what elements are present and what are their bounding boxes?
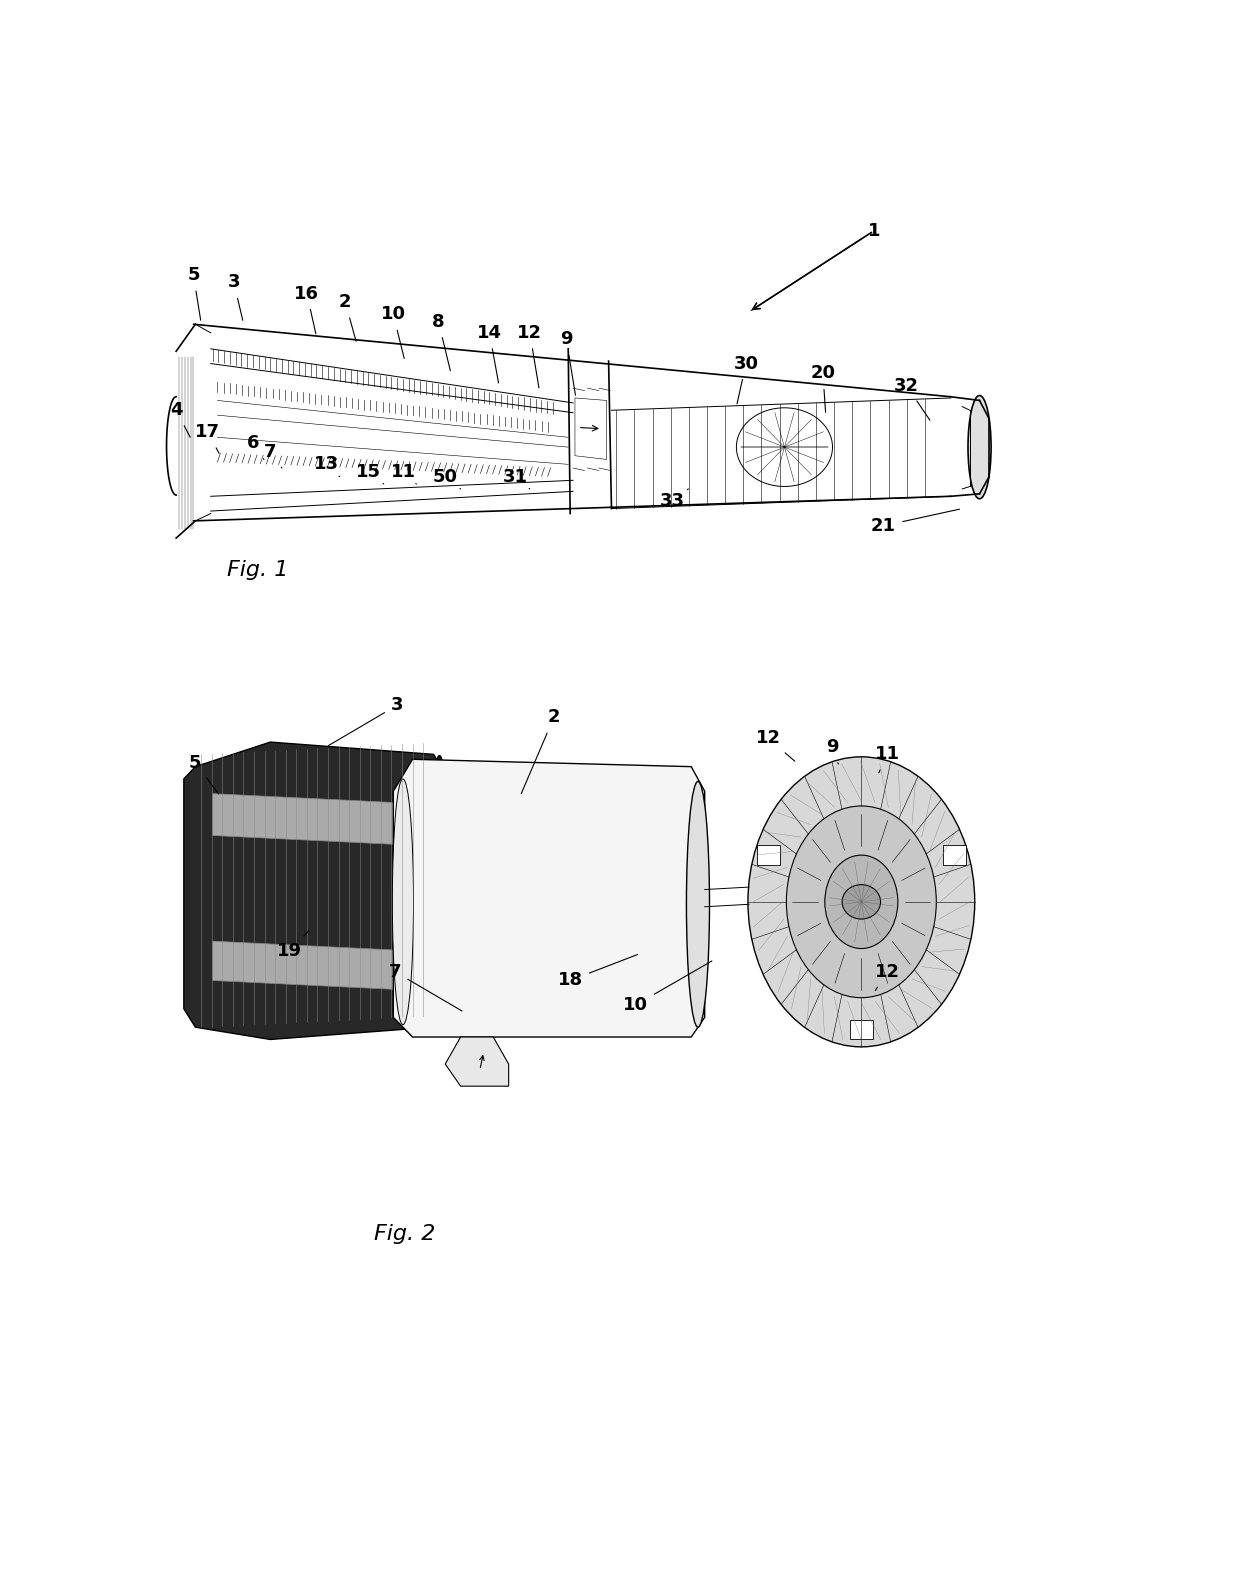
Text: 2: 2: [521, 709, 560, 793]
Text: 15: 15: [356, 463, 383, 484]
Text: 9: 9: [560, 330, 575, 396]
Text: 19: 19: [277, 930, 309, 959]
Text: 12: 12: [517, 324, 542, 388]
Text: 12: 12: [874, 962, 900, 991]
Polygon shape: [445, 1037, 508, 1087]
Text: 11: 11: [391, 463, 417, 484]
Ellipse shape: [842, 884, 880, 919]
Ellipse shape: [687, 782, 709, 1028]
Text: 7: 7: [264, 444, 281, 468]
Text: 50: 50: [433, 468, 460, 488]
Text: 10: 10: [622, 961, 712, 1013]
Polygon shape: [393, 760, 704, 1037]
Text: 1: 1: [751, 222, 880, 311]
Text: 5: 5: [187, 267, 201, 321]
Polygon shape: [942, 844, 966, 865]
Text: 3: 3: [228, 273, 243, 321]
Text: 13: 13: [314, 455, 340, 477]
Text: 14: 14: [477, 324, 502, 383]
Text: 9: 9: [826, 737, 838, 764]
Circle shape: [786, 806, 936, 998]
Circle shape: [748, 757, 975, 1047]
Text: 7: 7: [389, 962, 463, 1010]
Text: 5: 5: [190, 753, 218, 793]
Text: 18: 18: [558, 954, 637, 990]
Text: 12: 12: [755, 729, 795, 761]
Ellipse shape: [392, 779, 413, 1025]
Polygon shape: [213, 793, 414, 846]
Text: 33: 33: [660, 488, 688, 511]
Text: 16: 16: [294, 284, 320, 334]
Ellipse shape: [429, 755, 450, 1028]
Circle shape: [825, 855, 898, 948]
Text: 30: 30: [734, 354, 759, 404]
Polygon shape: [184, 742, 445, 1039]
Text: 32: 32: [894, 377, 930, 420]
Text: 2: 2: [339, 294, 356, 342]
Text: 4: 4: [170, 401, 190, 437]
Text: 17: 17: [196, 423, 221, 453]
Text: 8: 8: [433, 313, 450, 370]
Text: 20: 20: [811, 364, 836, 412]
Text: Fig. 2: Fig. 2: [374, 1224, 435, 1243]
Text: 11: 11: [874, 745, 900, 772]
Text: 31: 31: [503, 468, 529, 488]
Text: 10: 10: [381, 305, 405, 359]
Polygon shape: [849, 1020, 873, 1039]
Polygon shape: [213, 942, 414, 990]
Text: Fig. 1: Fig. 1: [227, 560, 289, 579]
Polygon shape: [758, 844, 780, 865]
Text: 21: 21: [870, 509, 960, 535]
Text: 3: 3: [329, 696, 403, 745]
Ellipse shape: [968, 396, 991, 498]
Text: 6: 6: [247, 434, 264, 460]
